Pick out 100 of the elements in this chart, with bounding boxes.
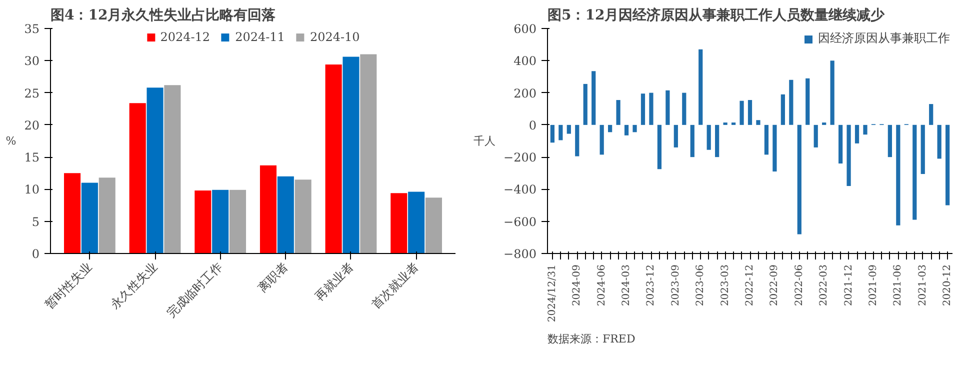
bar xyxy=(649,92,654,125)
bar xyxy=(194,190,212,254)
bar xyxy=(390,193,408,254)
bar xyxy=(920,124,925,174)
bar xyxy=(674,124,678,148)
bar xyxy=(789,80,794,125)
y-tick-label: 400 xyxy=(514,54,536,68)
x-tick-label: 再就业者 xyxy=(312,260,356,304)
x-tick-label: 永久性失业 xyxy=(108,260,160,312)
y-tick-label: −200 xyxy=(504,150,537,165)
bar xyxy=(937,124,942,159)
bar xyxy=(575,124,580,156)
bar xyxy=(814,124,818,148)
bar xyxy=(854,124,860,144)
x-tick-label: 2022-12 xyxy=(744,264,756,306)
bar xyxy=(608,124,612,132)
bar xyxy=(946,124,950,206)
bar xyxy=(600,124,604,155)
x-tick-label: 2024-06 xyxy=(596,264,608,306)
y-tick-label: 200 xyxy=(514,86,536,100)
x-tick-label: 2023-03 xyxy=(720,264,731,306)
bar xyxy=(583,84,588,125)
bar xyxy=(129,103,146,254)
y-tick-label: 0 xyxy=(32,247,40,261)
bar xyxy=(566,124,571,134)
bar xyxy=(212,190,229,254)
bar xyxy=(277,176,294,254)
bar xyxy=(715,124,720,158)
x-tick-label: 2021-09 xyxy=(868,264,879,306)
x-tick-label: 2020-12 xyxy=(942,264,954,306)
x-tick-label: 2023-06 xyxy=(695,264,706,306)
x-tick-label: 2023-12 xyxy=(646,264,657,306)
bar xyxy=(682,92,686,125)
bar xyxy=(164,85,181,254)
x-tick-label: 2023-09 xyxy=(670,264,682,306)
bar xyxy=(846,124,851,186)
y-axis-title: 千人 xyxy=(474,134,496,148)
legend-label: 2024-10 xyxy=(310,30,360,44)
chart-title: 图4：12月永久性失业占比略有回落 xyxy=(50,6,277,24)
y-tick-label: 5 xyxy=(32,214,40,229)
bar xyxy=(764,124,769,155)
x-tick-label: 首次就业者 xyxy=(368,260,422,312)
bar xyxy=(98,178,116,254)
bar xyxy=(260,165,277,254)
bar xyxy=(666,90,670,125)
y-tick-label: 20 xyxy=(24,118,40,132)
y-tick-label: −400 xyxy=(504,182,537,197)
y-tick-label: 25 xyxy=(24,86,40,100)
x-tick-label: 2024/12/31 xyxy=(546,264,558,322)
x-tick-label: 2022-03 xyxy=(818,264,830,306)
x-tick-label: 2021-03 xyxy=(917,264,928,306)
bar xyxy=(797,124,802,234)
bar xyxy=(748,100,752,125)
bar xyxy=(912,124,917,220)
bar xyxy=(81,182,98,254)
bar xyxy=(830,60,834,125)
bar xyxy=(294,180,312,254)
y-axis-title: % xyxy=(6,134,16,148)
bar xyxy=(740,100,744,125)
source-note: 数据来源：FRED xyxy=(548,332,636,346)
y-tick-label: 10 xyxy=(24,182,40,197)
bar xyxy=(229,190,246,254)
legend-label: 2024-11 xyxy=(235,30,285,44)
y-tick-label: 0 xyxy=(528,118,537,132)
bar xyxy=(325,64,342,254)
bar xyxy=(690,124,694,158)
bar xyxy=(657,124,662,170)
chart-title: 图5：12月因经济原因从事兼职工作人员数量继续减少 xyxy=(548,6,886,24)
bar xyxy=(772,124,777,172)
bar xyxy=(632,124,637,132)
bar xyxy=(64,173,81,254)
bar xyxy=(888,124,892,158)
bar xyxy=(408,192,425,254)
bar xyxy=(146,88,164,254)
bar xyxy=(640,94,646,125)
bar xyxy=(592,71,596,125)
x-tick-label: 2022-09 xyxy=(769,264,780,306)
bar xyxy=(624,124,629,136)
bar xyxy=(706,124,711,150)
bar xyxy=(929,104,934,125)
bar xyxy=(838,124,843,164)
y-tick-label: −800 xyxy=(504,247,537,261)
x-tick-label: 2021-12 xyxy=(843,264,854,306)
x-tick-label: 2022-06 xyxy=(794,264,805,306)
y-tick-label: 600 xyxy=(514,22,536,36)
bar xyxy=(806,78,810,125)
x-tick-label: 2021-06 xyxy=(892,264,904,306)
bar xyxy=(863,124,868,135)
bar xyxy=(342,56,360,254)
x-tick-label: 暂时性失业 xyxy=(42,260,95,312)
y-tick-label: −600 xyxy=(504,214,537,229)
bar xyxy=(425,198,442,254)
y-tick-label: 35 xyxy=(24,22,40,36)
bar xyxy=(896,124,900,226)
x-tick-label: 2024-03 xyxy=(621,264,632,306)
y-tick-label: 30 xyxy=(24,54,40,68)
bar xyxy=(780,94,785,125)
bar xyxy=(616,100,620,125)
bar xyxy=(550,124,554,143)
bar xyxy=(360,54,377,254)
